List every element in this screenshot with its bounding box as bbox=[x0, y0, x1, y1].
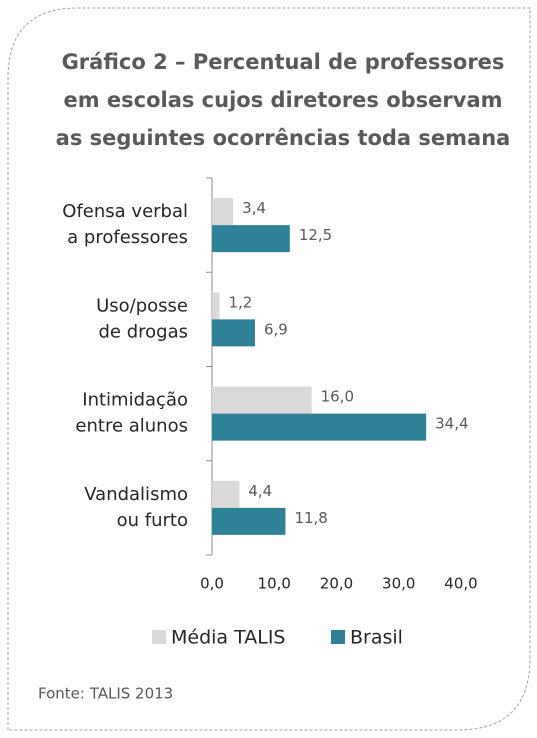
bar bbox=[212, 225, 290, 253]
category-label: Uso/posse bbox=[96, 295, 188, 316]
value-label: 34,4 bbox=[435, 415, 468, 433]
x-tick-label: 10,0 bbox=[258, 575, 291, 593]
category-label: Intimidação bbox=[82, 390, 188, 411]
value-label: 3,4 bbox=[242, 199, 266, 217]
category-label: Ofensa verbal bbox=[62, 201, 188, 222]
bar bbox=[212, 413, 427, 441]
x-tick-label: 0,0 bbox=[200, 575, 224, 593]
value-label: 1,2 bbox=[228, 293, 252, 311]
x-tick-label: 20,0 bbox=[320, 575, 353, 593]
value-label: 4,4 bbox=[248, 482, 272, 500]
x-tick-label: 40,0 bbox=[444, 575, 477, 593]
category-label: de drogas bbox=[99, 321, 189, 342]
category-label: Vandalismo bbox=[84, 484, 188, 505]
value-label: 12,5 bbox=[299, 226, 332, 244]
category-label: a professores bbox=[67, 227, 188, 248]
legend-swatch bbox=[152, 630, 166, 644]
legend-label: Brasil bbox=[350, 627, 403, 649]
bar bbox=[212, 198, 234, 226]
bar bbox=[212, 319, 255, 347]
value-label: 16,0 bbox=[321, 388, 354, 406]
chart-title: as seguintes ocorrências toda semana bbox=[56, 126, 511, 150]
legend-label: Média TALIS bbox=[171, 627, 285, 649]
value-label: 6,9 bbox=[264, 320, 288, 338]
legend-swatch bbox=[331, 630, 345, 644]
source: Fonte: TALIS 2013 bbox=[38, 685, 173, 703]
x-tick-label: 30,0 bbox=[382, 575, 415, 593]
bar bbox=[212, 386, 312, 414]
value-label: 11,8 bbox=[294, 509, 327, 527]
category-label: ou furto bbox=[117, 510, 188, 531]
bar bbox=[212, 480, 240, 508]
chart-title: Gráfico 2 – Percentual de professores bbox=[62, 50, 505, 74]
bar bbox=[212, 507, 286, 535]
bar bbox=[212, 292, 220, 320]
category-label: entre alunos bbox=[75, 416, 188, 437]
chart-title: em escolas cujos diretores observam bbox=[63, 88, 502, 112]
frame bbox=[7, 7, 531, 731]
